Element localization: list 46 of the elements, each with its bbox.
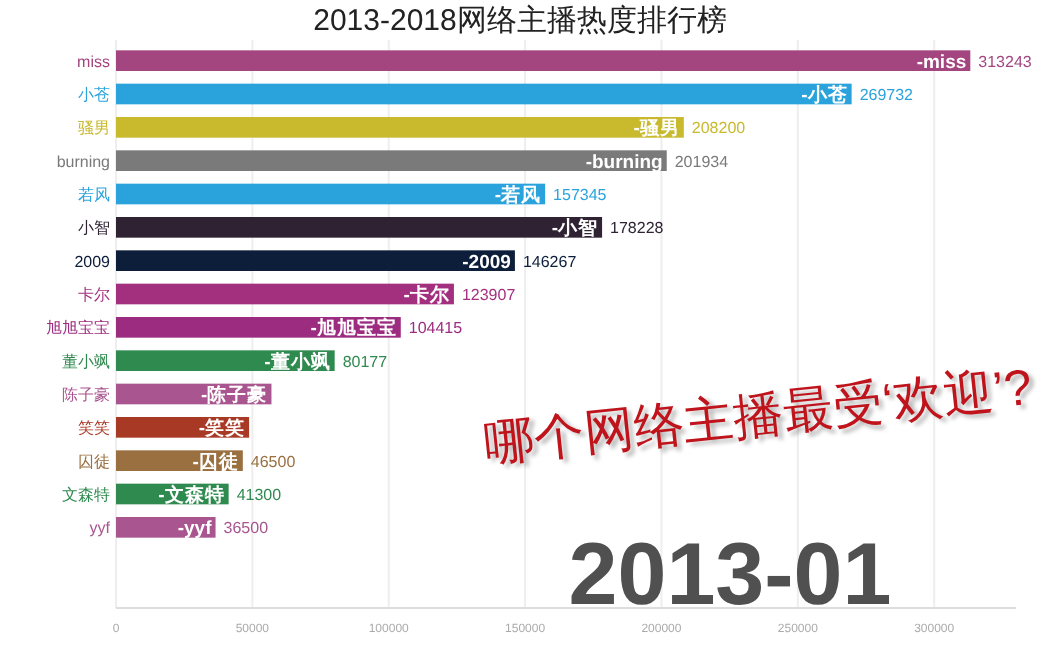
annotation: -小智	[551, 216, 599, 241]
data-label: 123907	[461, 286, 517, 304]
annotation: -文森特	[158, 483, 225, 507]
y-tick-label: 陈子豪	[62, 386, 110, 404]
annotation: 哪个网络主播最受‘欢迎’?	[481, 359, 1035, 473]
data-label: 269732	[859, 86, 915, 104]
y-tick-label: 囚徒	[78, 452, 110, 471]
annotation: -yyf	[177, 518, 214, 541]
data-label: 80177	[342, 352, 389, 371]
data-label: 36500	[223, 519, 270, 538]
annotation: -骚男	[633, 116, 680, 141]
y-tick-label: 文森特	[62, 486, 110, 504]
data-label: 208200	[691, 119, 747, 138]
y-tick-label: 笑笑	[78, 419, 110, 438]
y-tick-label: 董小飒	[62, 352, 110, 371]
y-tick-label: 旭旭宝宝	[46, 319, 110, 338]
annotation: -2009	[462, 251, 511, 274]
data-label: 46500	[250, 452, 297, 471]
y-tick-label: 卡尔	[78, 286, 110, 304]
y-tick-label: 若风	[78, 186, 110, 204]
data-label: 157345	[553, 186, 608, 204]
annotation: -旭旭宝宝	[310, 316, 397, 341]
annotation: -囚徒	[192, 449, 239, 474]
y-tick-label: 骚男	[78, 119, 110, 138]
y-tick-label: burning	[56, 152, 110, 171]
y-tick-label: 小苍	[78, 86, 110, 104]
data-label: 178228	[610, 219, 665, 238]
data-label: 146267	[522, 252, 578, 271]
annotation: -卡尔	[403, 283, 452, 307]
y-tick-label: 小智	[78, 219, 110, 238]
data-label: 41300	[236, 486, 283, 504]
data-label: 313243	[978, 52, 1033, 71]
y-tick-label: 2009	[74, 252, 112, 271]
chart-title: 2013-2018网络主播热度排行榜	[313, 4, 727, 38]
annotation: -若风	[494, 183, 542, 207]
y-tick-label: yyf	[89, 519, 112, 538]
annotation: -小苍	[801, 83, 848, 107]
y-tick-label: miss	[77, 52, 110, 71]
data-label: 201934	[674, 152, 730, 171]
annotation: 2013-01	[568, 526, 892, 624]
annotation: -董小飒	[264, 349, 331, 374]
data-label: 104415	[408, 319, 464, 338]
annotation: -burning	[585, 151, 664, 174]
annotation: -陈子豪	[201, 383, 268, 407]
annotation: -笑笑	[198, 416, 246, 441]
annotation: -miss	[916, 51, 967, 74]
